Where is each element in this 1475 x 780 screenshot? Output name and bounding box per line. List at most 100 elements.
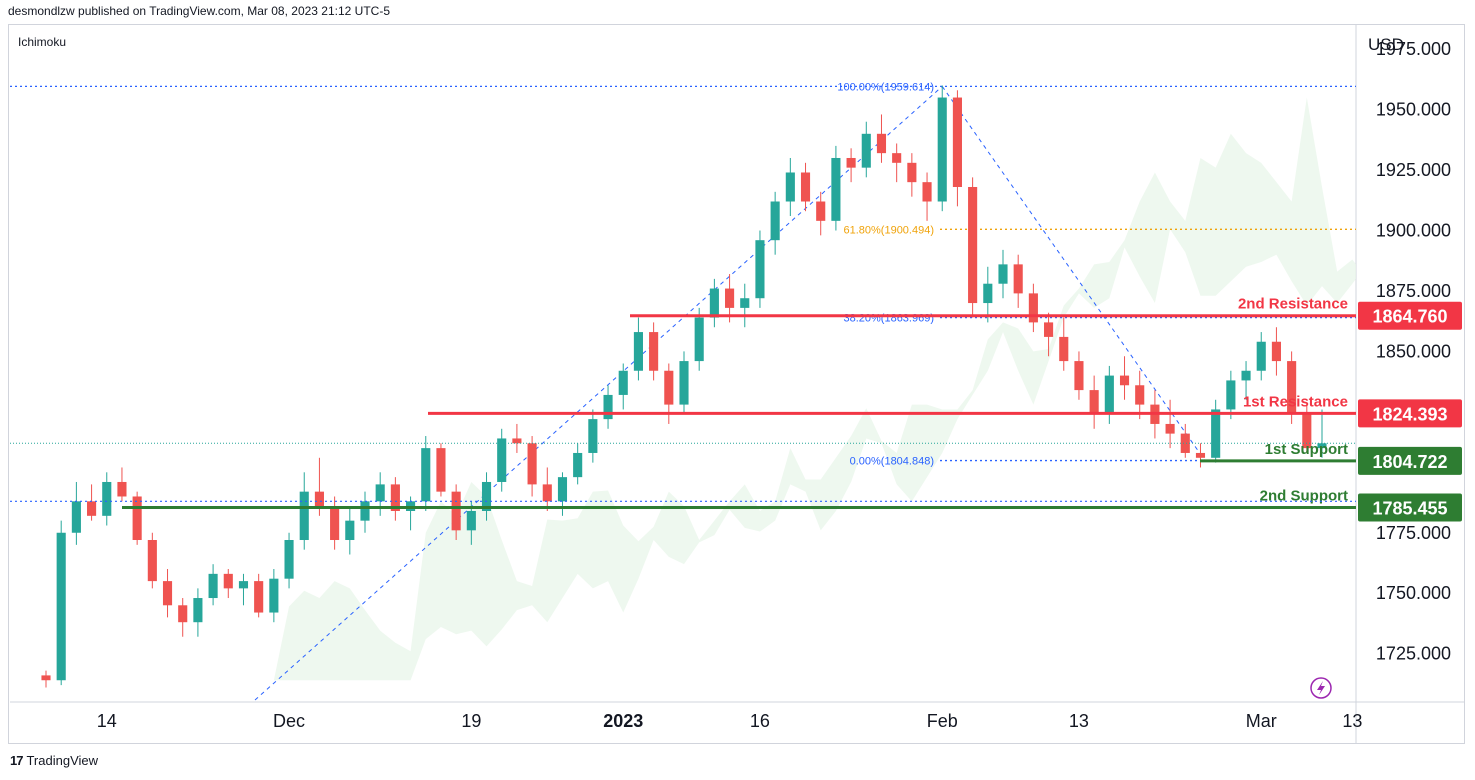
candle-body [983, 283, 993, 304]
candle-body [1135, 385, 1145, 405]
candle-body [770, 201, 780, 241]
price-tick-label: 1925.000 [1376, 160, 1451, 180]
fib-level-label: 0.00%(1804.848) [850, 456, 934, 468]
candle-body [998, 264, 1008, 284]
time-tick-label: 13 [1069, 711, 1089, 731]
price-tick-label: 1950.000 [1376, 100, 1451, 120]
price-tick-label: 1725.000 [1376, 644, 1451, 664]
candle-body [785, 172, 795, 202]
time-tick-label: 16 [750, 711, 770, 731]
fib-trend-line-down [941, 86, 1206, 461]
price-tick-label: 1875.000 [1376, 281, 1451, 301]
candle-body [861, 133, 871, 168]
candle-body [223, 573, 233, 589]
candle-body [330, 506, 340, 541]
candle-body [71, 501, 81, 533]
candle-body [238, 581, 249, 589]
indicator-label[interactable]: Ichimoku [18, 35, 67, 49]
candle-body [390, 484, 400, 511]
chart-grid [10, 25, 1464, 744]
candle-body [1104, 375, 1114, 415]
candlestick-series [41, 85, 1327, 688]
candle-body [542, 484, 552, 502]
candle-body [846, 157, 856, 168]
candle-body [649, 332, 659, 371]
level-name: 2nd Resistance [1238, 296, 1348, 313]
candle-body [102, 481, 112, 516]
candle-body [573, 452, 583, 478]
candle-body [952, 97, 962, 187]
candle-body [618, 370, 628, 395]
flash-icon-circle [1310, 677, 1332, 699]
candle-body [1119, 375, 1130, 386]
candle-body [694, 317, 704, 362]
candle-body [421, 448, 431, 502]
currency-label[interactable]: USD [1368, 35, 1404, 54]
level-price-badge [1358, 399, 1462, 428]
candle-body [1256, 341, 1266, 371]
candle-body [664, 370, 674, 405]
candle-body [497, 438, 507, 482]
price-tick-label: 1750.000 [1376, 583, 1451, 603]
candle-body [284, 540, 294, 579]
price-axis: 1975.000 1950.000 1925.000 1900.000 1875.000… [1376, 39, 1451, 663]
time-tick-label: 13 [1342, 711, 1362, 731]
candle-body [1044, 322, 1054, 337]
candle-body [800, 172, 811, 202]
flash-icon-bolt [1317, 681, 1325, 695]
candle-body [269, 578, 279, 613]
level-price-badge [1358, 301, 1462, 330]
candle-body [740, 298, 750, 308]
price-tick-label: 1775.000 [1376, 523, 1451, 543]
candle-body [178, 605, 188, 623]
candle-body [87, 501, 97, 516]
time-axis: 14 Dec 19 2023 16 Feb 13 Mar 13 [97, 677, 1362, 731]
candle-body [375, 484, 385, 502]
flash-icon [1310, 677, 1332, 699]
price-tick-label: 1850.000 [1376, 341, 1451, 361]
fib-trend-line-up [254, 86, 943, 701]
candle-body [1165, 423, 1175, 434]
candle-body [1195, 452, 1206, 458]
candle-body [892, 153, 902, 163]
candle-body [41, 675, 51, 681]
candle-body [436, 448, 446, 492]
candle-body [968, 186, 978, 304]
candle-body [345, 520, 355, 541]
candle-body [481, 481, 492, 511]
candle-body [876, 133, 887, 154]
footer[interactable]: 17 TradingView [10, 753, 98, 768]
candle-body [1013, 264, 1023, 294]
candle-body [588, 419, 598, 453]
candle-body [193, 598, 203, 623]
candle-body [725, 288, 735, 308]
publisher-header: desmondlzw published on TradingView.com,… [8, 4, 390, 18]
level-name: 2nd Support [1260, 487, 1348, 504]
footer-brand: TradingView [26, 753, 99, 768]
level-name: 1st Resistance [1243, 393, 1348, 410]
candle-body [603, 394, 613, 420]
candle-body [1226, 380, 1236, 410]
tradingview-logo-icon: 17 [10, 753, 24, 768]
price-tick-label: 1900.000 [1376, 221, 1451, 241]
level-price-badge [1358, 493, 1462, 522]
candle-body [1241, 370, 1251, 381]
support-resistance-levels: 2nd Resistance 1864.760 1st Resistance 1824… [10, 296, 1462, 522]
candle-body [1287, 361, 1297, 415]
time-tick-label: Dec [273, 711, 305, 731]
candle-body [1089, 390, 1099, 415]
level-price-label: 1864.760 [1372, 307, 1447, 327]
candle-body [679, 361, 689, 405]
level-price-badge [1358, 446, 1462, 475]
candle-body [755, 240, 765, 299]
candle-body [1059, 336, 1069, 362]
time-tick-label: 14 [97, 711, 117, 731]
time-tick-label: Mar [1246, 711, 1277, 731]
candle-body [527, 443, 537, 485]
level-price-label: 1824.393 [1372, 404, 1447, 424]
candle-body [1180, 433, 1190, 453]
fib-level-label: 61.80%(1900.494) [843, 224, 934, 236]
fib-level-label: 100.00%(1959.614) [837, 81, 934, 93]
candle-body [147, 540, 157, 582]
